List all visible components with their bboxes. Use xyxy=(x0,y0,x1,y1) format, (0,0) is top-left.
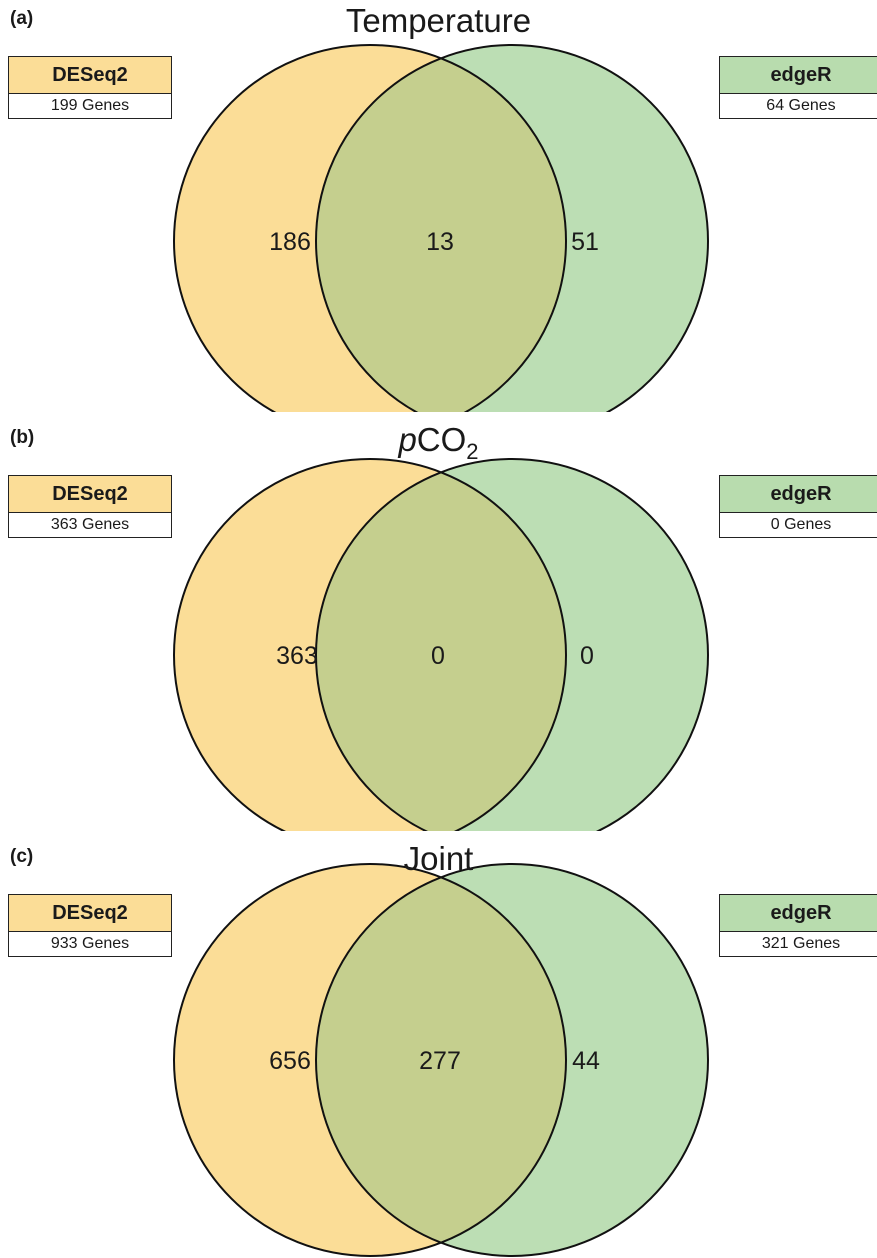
panel-letter: (c) xyxy=(10,846,34,867)
deseq2-legend-genes: 363 Genes xyxy=(9,513,171,537)
deseq2-outline xyxy=(173,863,567,1257)
edger-legend: edgeR 321 Genes xyxy=(719,894,877,957)
edger-legend-name: edgeR xyxy=(720,476,877,513)
edger-legend-genes: 321 Genes xyxy=(720,932,877,956)
edger-legend: edgeR 64 Genes xyxy=(719,56,877,119)
edger-only-count: 44 xyxy=(572,1047,600,1075)
deseq2-outline xyxy=(173,44,567,412)
deseq2-only-count: 363 xyxy=(276,642,318,670)
venn-diagram-temperature: 186 13 51 xyxy=(173,44,709,412)
venn-diagram-pco2: 363 0 0 xyxy=(173,458,709,831)
venn-panel-pco2: 363 0 0 (b) pCO2 DESeq2 363 Genes edgeR … xyxy=(0,419,877,831)
overlap-count: 0 xyxy=(431,642,445,670)
venn-panel-joint: 656 277 44 (c) Joint DESeq2 933 Genes ed… xyxy=(0,838,877,1257)
edger-legend-name: edgeR xyxy=(720,57,877,94)
edger-legend-genes: 0 Genes xyxy=(720,513,877,537)
overlap-count: 13 xyxy=(426,228,454,256)
deseq2-outline xyxy=(173,458,567,831)
edger-legend-genes: 64 Genes xyxy=(720,94,877,118)
panel-letter: (a) xyxy=(10,8,34,29)
deseq2-legend: DESeq2 933 Genes xyxy=(8,894,172,957)
edger-outline xyxy=(315,44,709,412)
overlap-region xyxy=(316,472,566,831)
edger-only-count: 51 xyxy=(571,228,599,256)
venn-panel-temperature: 186 13 51 (a) Temperature DESeq2 199 Gen… xyxy=(0,0,877,412)
deseq2-legend: DESeq2 199 Genes xyxy=(8,56,172,119)
overlap-region xyxy=(316,877,566,1243)
overlap-count: 277 xyxy=(419,1047,461,1075)
edger-outline xyxy=(315,863,709,1257)
deseq2-legend: DESeq2 363 Genes xyxy=(8,475,172,538)
deseq2-legend-genes: 933 Genes xyxy=(9,932,171,956)
panel-title-subscript: 2 xyxy=(466,439,479,464)
deseq2-only-count: 656 xyxy=(269,1047,311,1075)
panel-title: Joint xyxy=(403,840,474,877)
panel-title-prefix: p xyxy=(398,421,417,458)
panel-title: Temperature xyxy=(345,2,532,39)
edger-only-count: 0 xyxy=(580,642,594,670)
overlap-region xyxy=(316,58,566,412)
deseq2-legend-name: DESeq2 xyxy=(9,476,171,513)
panel-title: pCO2 xyxy=(0,421,877,465)
deseq2-legend-name: DESeq2 xyxy=(9,57,171,94)
venn-diagram-joint: 656 277 44 xyxy=(173,863,709,1257)
panel-letter: (b) xyxy=(10,427,35,448)
edger-legend-name: edgeR xyxy=(720,895,877,932)
deseq2-legend-genes: 199 Genes xyxy=(9,94,171,118)
deseq2-legend-name: DESeq2 xyxy=(9,895,171,932)
edger-outline xyxy=(315,458,709,831)
edger-legend: edgeR 0 Genes xyxy=(719,475,877,538)
panel-title-main: CO xyxy=(416,421,467,458)
deseq2-only-count: 186 xyxy=(269,228,311,256)
